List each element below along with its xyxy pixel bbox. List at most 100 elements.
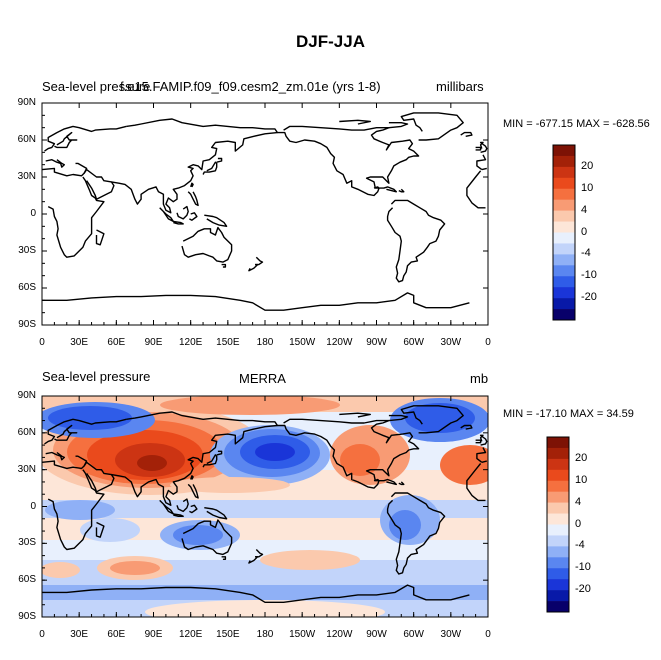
- coastline: [83, 168, 115, 200]
- coastline: [181, 519, 233, 556]
- lat-tick-label: 0: [30, 500, 36, 512]
- lon-tick-label: 60W: [403, 337, 424, 348]
- lon-tick-label: 180: [256, 337, 274, 348]
- panel1-map-frame: [41, 102, 489, 326]
- lat-tick-label: 90N: [17, 390, 36, 401]
- colorbar-label: -4: [575, 539, 585, 552]
- panel2-left-title: Sea-level pressure: [42, 369, 151, 384]
- coastline: [475, 439, 482, 444]
- field-blob: [170, 477, 290, 493]
- colorbar-label: 10: [575, 473, 588, 486]
- colorbar-swatch: [553, 265, 575, 277]
- colorbar-swatch: [553, 243, 575, 255]
- coastline: [373, 186, 397, 193]
- coastline: [277, 125, 420, 197]
- lon-tick-label: 150E: [216, 629, 240, 640]
- colorbar-swatch: [547, 458, 569, 471]
- coastline: [173, 513, 184, 517]
- coastline: [475, 146, 482, 151]
- coastline: [42, 292, 470, 311]
- colorbar-swatch: [553, 155, 575, 168]
- colorbar-swatch: [553, 166, 575, 179]
- lon-tick-label: 180: [256, 629, 274, 640]
- coastline: [41, 455, 486, 551]
- coastline: [216, 157, 223, 163]
- colorbar-frame: [552, 144, 576, 321]
- axis-tickmarks: [41, 102, 489, 618]
- colorbar-swatch: [553, 188, 575, 200]
- coastline: [221, 263, 227, 268]
- colorbar-label: 20: [575, 451, 588, 464]
- coastline: [44, 125, 487, 171]
- coastline: [176, 205, 189, 220]
- lon-tick-label: 60E: [107, 629, 126, 640]
- field-blob: [42, 562, 80, 578]
- lon-tick-label: 120E: [178, 629, 203, 640]
- lat-tick-label: 30N: [17, 463, 36, 475]
- lat-tick-label: 90S: [18, 611, 36, 622]
- lat-tick-label: 30S: [18, 245, 36, 256]
- colorbar-swatch: [547, 447, 569, 460]
- coastline: [388, 414, 409, 422]
- panel2-center-title: MERRA: [239, 371, 286, 386]
- field-blob: [389, 510, 421, 540]
- colorbar-swatch: [547, 469, 569, 482]
- coastline: [398, 481, 405, 486]
- coastline: [187, 483, 199, 499]
- colorbar-swatch: [553, 276, 575, 288]
- colorbar-label: 4: [575, 495, 582, 508]
- coastline: [255, 256, 264, 266]
- colorbar-label: 20: [581, 159, 594, 172]
- lon-tick-label: 60E: [107, 337, 126, 348]
- colorbar-swatch: [553, 254, 575, 266]
- field-blob: [45, 500, 115, 520]
- coastline: [479, 434, 488, 446]
- coastline: [190, 475, 194, 480]
- field-blob: [110, 561, 160, 575]
- panel1-colorbar: [552, 144, 576, 321]
- lon-tick-label: 150W: [289, 337, 316, 348]
- colorbar-label: -20: [581, 291, 597, 304]
- field-blob: [137, 455, 167, 471]
- coastline: [386, 492, 446, 575]
- colorbar-swatch: [553, 177, 575, 190]
- colorbar-swatch: [553, 309, 575, 321]
- field-blob: [145, 600, 385, 617]
- figure-title: DJF-JJA: [296, 32, 365, 51]
- coastline: [204, 507, 228, 520]
- coastline: [386, 199, 446, 283]
- coastline: [54, 424, 78, 441]
- coastline: [460, 131, 473, 137]
- field-blob: [255, 443, 295, 461]
- colorbar-swatch: [547, 568, 569, 580]
- coastline: [248, 556, 259, 564]
- coastline: [45, 159, 487, 171]
- colorbar-label: -20: [575, 583, 591, 596]
- lat-tick-label: 60S: [18, 282, 36, 293]
- lat-tick-label: 60S: [18, 574, 36, 586]
- colorbar-label: 0: [575, 517, 582, 530]
- colorbar-swatch: [547, 601, 569, 613]
- panel1-right-title: millibars: [436, 79, 484, 94]
- coastline: [400, 405, 464, 434]
- field-blob: [160, 396, 340, 415]
- colorbar-swatch: [547, 579, 569, 591]
- field-band: [42, 518, 488, 540]
- lon-tick-label: 120W: [326, 337, 353, 348]
- colorbar-swatch: [547, 546, 569, 558]
- colorbar-label: 4: [581, 203, 588, 216]
- lon-tick-label: 30E: [70, 629, 89, 640]
- coastline: [95, 521, 105, 538]
- colorbar-swatch: [547, 480, 569, 492]
- coastline: [388, 122, 409, 129]
- coastline: [248, 263, 259, 272]
- coastline: [95, 229, 105, 246]
- coastline: [339, 412, 371, 418]
- colorbar-label: 10: [581, 181, 594, 194]
- coastline: [41, 162, 486, 258]
- coastline: [221, 556, 227, 560]
- lat-tick-label: 90N: [17, 97, 36, 108]
- coastline: [339, 119, 371, 125]
- lat-tick-label: 0: [30, 208, 36, 219]
